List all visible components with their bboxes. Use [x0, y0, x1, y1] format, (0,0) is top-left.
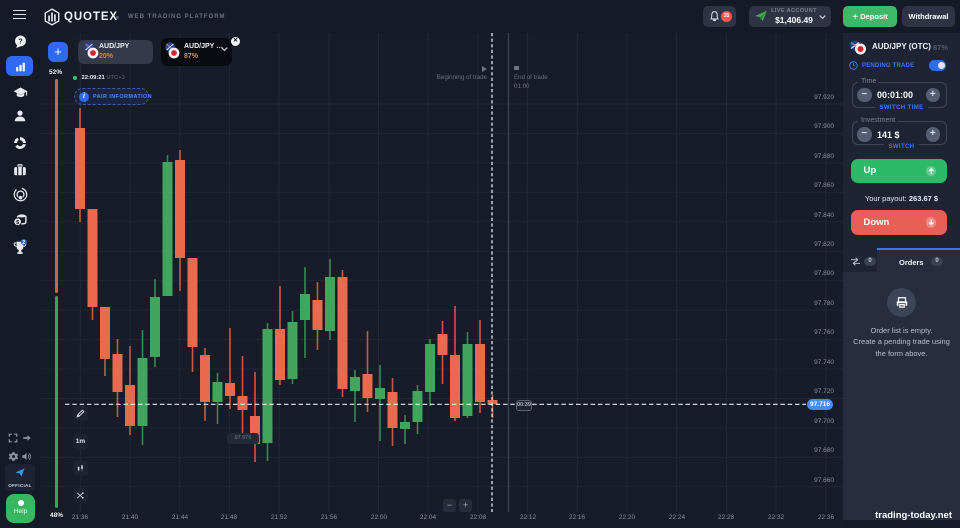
- svg-text:$: $: [16, 220, 19, 226]
- svg-text:2: 2: [22, 240, 25, 246]
- svg-text:?: ?: [18, 37, 23, 46]
